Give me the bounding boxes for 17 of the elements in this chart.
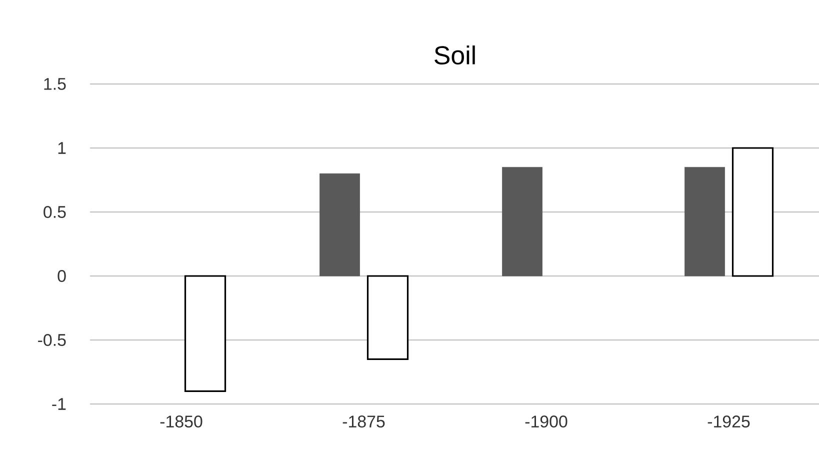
- y-tick-label: -1: [52, 398, 66, 410]
- bar: [732, 147, 774, 277]
- y-tick-label: 1.5: [44, 78, 66, 90]
- chart-title: Soil: [434, 45, 475, 64]
- bar: [320, 173, 360, 276]
- y-tick-label: 0: [58, 270, 66, 282]
- x-tick-label: -1925: [708, 416, 750, 428]
- bar: [184, 275, 226, 392]
- y-tick-label: 0.5: [44, 206, 66, 218]
- x-tick-label: -1850: [160, 416, 202, 428]
- bar: [684, 167, 725, 276]
- y-tick-label: -0.5: [38, 334, 66, 346]
- y-tick-label: 1: [58, 142, 66, 154]
- bar: [502, 167, 542, 276]
- x-tick-label: -1875: [342, 416, 385, 428]
- bar: [366, 275, 409, 360]
- x-tick-label: -1900: [525, 416, 568, 428]
